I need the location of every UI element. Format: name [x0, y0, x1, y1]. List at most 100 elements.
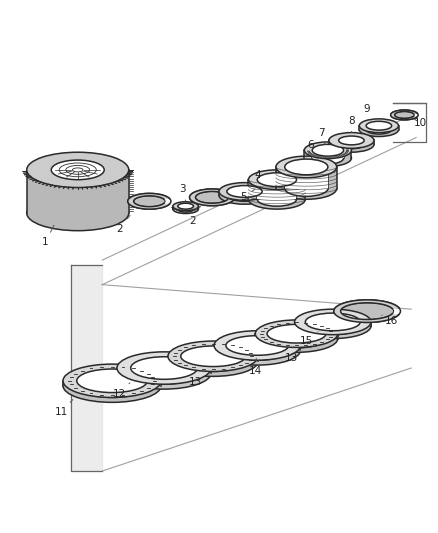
Polygon shape — [294, 322, 371, 326]
Ellipse shape — [308, 152, 311, 154]
Text: 7: 7 — [318, 127, 325, 144]
Polygon shape — [214, 345, 300, 350]
Polygon shape — [267, 334, 326, 338]
Polygon shape — [227, 191, 262, 196]
Ellipse shape — [77, 369, 148, 393]
Text: 14: 14 — [249, 358, 262, 376]
Polygon shape — [334, 311, 399, 322]
Ellipse shape — [285, 181, 328, 196]
Polygon shape — [190, 189, 233, 206]
Polygon shape — [257, 180, 297, 199]
Polygon shape — [359, 126, 399, 130]
Ellipse shape — [366, 125, 392, 134]
Ellipse shape — [255, 325, 338, 352]
Ellipse shape — [226, 341, 289, 360]
Ellipse shape — [341, 303, 394, 319]
Ellipse shape — [327, 157, 329, 158]
Ellipse shape — [131, 362, 198, 384]
Ellipse shape — [181, 346, 245, 367]
Ellipse shape — [339, 136, 364, 145]
Ellipse shape — [333, 156, 336, 158]
Ellipse shape — [311, 154, 314, 156]
Ellipse shape — [285, 159, 328, 175]
Text: 5: 5 — [240, 189, 255, 203]
Text: 12: 12 — [113, 383, 130, 399]
Ellipse shape — [63, 364, 161, 398]
Text: 13: 13 — [285, 346, 298, 363]
Ellipse shape — [344, 153, 346, 155]
Ellipse shape — [366, 122, 392, 130]
Ellipse shape — [226, 336, 289, 356]
Ellipse shape — [329, 133, 374, 148]
Ellipse shape — [168, 341, 258, 372]
Text: 2: 2 — [189, 208, 196, 226]
Ellipse shape — [339, 155, 342, 156]
Ellipse shape — [257, 173, 297, 187]
Ellipse shape — [227, 190, 262, 201]
Ellipse shape — [345, 152, 347, 154]
Ellipse shape — [173, 202, 198, 211]
Polygon shape — [190, 197, 233, 206]
Polygon shape — [305, 322, 360, 326]
Ellipse shape — [248, 170, 305, 190]
Ellipse shape — [346, 150, 349, 151]
Polygon shape — [219, 191, 270, 196]
Ellipse shape — [317, 156, 319, 157]
Polygon shape — [329, 140, 374, 144]
Ellipse shape — [320, 156, 322, 158]
Ellipse shape — [117, 357, 211, 389]
Polygon shape — [391, 115, 417, 120]
Ellipse shape — [27, 196, 129, 231]
Text: 3: 3 — [180, 184, 186, 201]
Text: 11: 11 — [54, 400, 73, 417]
Ellipse shape — [248, 190, 305, 209]
Text: 8: 8 — [348, 116, 355, 133]
Text: 15: 15 — [300, 332, 318, 345]
Text: 6: 6 — [306, 140, 314, 157]
Ellipse shape — [168, 346, 258, 376]
Ellipse shape — [255, 320, 338, 348]
Ellipse shape — [219, 183, 270, 200]
Ellipse shape — [312, 144, 343, 156]
Ellipse shape — [27, 152, 129, 188]
Ellipse shape — [304, 150, 351, 166]
Ellipse shape — [323, 157, 326, 158]
Polygon shape — [173, 206, 198, 209]
Polygon shape — [71, 265, 102, 471]
Ellipse shape — [214, 336, 300, 365]
Ellipse shape — [214, 331, 300, 360]
Polygon shape — [128, 201, 170, 209]
Polygon shape — [178, 206, 194, 209]
Ellipse shape — [181, 351, 245, 372]
Ellipse shape — [330, 157, 332, 158]
Polygon shape — [128, 193, 170, 209]
Ellipse shape — [294, 313, 371, 338]
Polygon shape — [339, 140, 364, 144]
Ellipse shape — [51, 160, 104, 180]
Ellipse shape — [178, 203, 194, 209]
Ellipse shape — [63, 369, 161, 402]
Ellipse shape — [307, 151, 310, 152]
Polygon shape — [255, 334, 338, 338]
Polygon shape — [63, 381, 161, 386]
Ellipse shape — [227, 185, 262, 197]
Text: 10: 10 — [413, 118, 427, 128]
Ellipse shape — [276, 156, 337, 177]
Ellipse shape — [395, 111, 414, 118]
Ellipse shape — [329, 136, 374, 152]
Ellipse shape — [339, 140, 364, 149]
Ellipse shape — [178, 206, 194, 212]
Text: 16: 16 — [382, 315, 398, 326]
Ellipse shape — [134, 196, 165, 207]
Polygon shape — [391, 110, 417, 120]
Ellipse shape — [314, 155, 317, 156]
Ellipse shape — [305, 313, 360, 331]
Ellipse shape — [342, 154, 344, 156]
Text: 13: 13 — [189, 370, 205, 387]
Text: 1: 1 — [42, 225, 54, 247]
Polygon shape — [117, 368, 211, 373]
Ellipse shape — [294, 309, 371, 335]
Polygon shape — [168, 356, 258, 361]
Polygon shape — [334, 300, 399, 322]
Polygon shape — [276, 167, 337, 189]
